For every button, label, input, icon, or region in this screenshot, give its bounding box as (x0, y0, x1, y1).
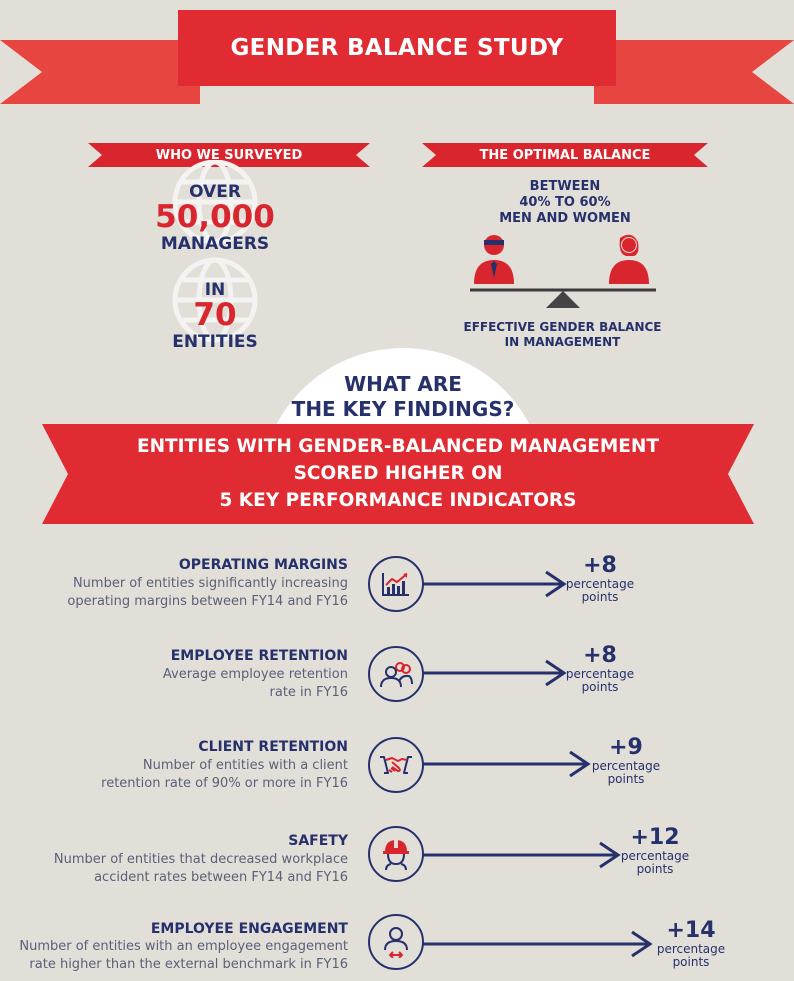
entities-label: ENTITIES (172, 332, 258, 352)
optimal-caption-line-1: EFFECTIVE GENDER BALANCE (463, 320, 662, 334)
kpi-value: +9 (609, 735, 643, 760)
kpi-description-line-1: Number of entities with an employee enga… (19, 939, 348, 954)
findings-headline-line-2: SCORED HIGHER ON (293, 463, 503, 484)
people-group-icon (380, 662, 413, 688)
kpi-description-line-2: retention rate of 90% or more in FY16 (101, 776, 348, 791)
kpi-icon-circle (368, 826, 424, 882)
optimal-line-3: MEN AND WOMEN (499, 211, 631, 226)
kpi-value: +8 (583, 553, 617, 578)
kpi-unit-line-1: percentage (620, 849, 690, 863)
handshake-icon (380, 756, 412, 774)
kpi-unit: percentage points (610, 850, 700, 876)
kpi-unit-line-1: percentage (656, 942, 726, 956)
in-label: IN (204, 280, 226, 300)
kpi-unit: percentage points (555, 578, 645, 604)
kpi-arrow (422, 841, 621, 869)
findings-headline: ENTITIES WITH GENDER-BALANCED MANAGEMENT… (70, 433, 726, 514)
chart-growth-icon (382, 573, 409, 596)
kpi-description-line-2: operating margins between FY14 and FY16 (67, 594, 348, 609)
findings-headline-line-1: ENTITIES WITH GENDER-BALANCED MANAGEMENT (136, 436, 660, 457)
surveyed-banner-text: WHO WE SURVEYED (155, 147, 303, 163)
kpi-description: Number of entities that decreased workpl… (54, 851, 348, 887)
optimal-caption-line-2: IN MANAGEMENT (504, 335, 621, 349)
hard-hat-icon (383, 840, 409, 870)
kpi-value: +14 (666, 918, 716, 943)
findings-question: WHAT ARE THE KEY FINDINGS? (260, 372, 546, 422)
woman-icon (609, 234, 649, 284)
kpi-description: Number of entities with a client retenti… (101, 757, 348, 793)
kpi-unit-line-2: points (581, 590, 619, 604)
kpi-description-line-1: Number of entities with a client (142, 758, 348, 773)
kpi-title: EMPLOYEE ENGAGEMENT (150, 921, 348, 937)
managers-label: MANAGERS (160, 234, 270, 254)
optimal-line-2: 40% TO 60% (519, 195, 611, 210)
kpi-icon-circle (368, 646, 424, 702)
kpi-unit-line-1: percentage (565, 577, 635, 591)
optimal-line-1: BETWEEN (529, 179, 601, 194)
kpi-unit-line-2: points (607, 772, 645, 786)
findings-question-line-2: THE KEY FINDINGS? (291, 397, 515, 421)
kpi-unit: percentage points (646, 943, 736, 969)
kpi-value: +12 (630, 825, 680, 850)
page-title-text: GENDER BALANCE STUDY (230, 35, 564, 61)
man-icon (474, 235, 514, 284)
kpi-title: OPERATING MARGINS (178, 557, 348, 573)
optimal-banner: THE OPTIMAL BALANCE (422, 143, 708, 167)
kpi-unit-line-1: percentage (565, 667, 635, 681)
title-ribbon-left-tail (0, 40, 200, 104)
kpi-description: Average employee retention rate in FY16 (163, 666, 348, 702)
kpi-unit: percentage points (555, 668, 645, 694)
kpi-description-line-1: Number of entities significantly increas… (72, 576, 348, 591)
kpi-unit-line-2: points (672, 955, 710, 969)
entities-count: 70 (193, 297, 237, 333)
optimal-caption: EFFECTIVE GENDER BALANCE IN MANAGEMENT (445, 320, 680, 350)
kpi-title: SAFETY (288, 833, 348, 849)
kpi-arrow (422, 659, 567, 687)
kpi-title: CLIENT RETENTION (198, 739, 348, 755)
kpi-icon-circle (368, 737, 424, 793)
kpi-arrow (422, 570, 567, 598)
kpi-arrow (422, 750, 591, 778)
kpi-description-line-2: rate higher than the external benchmark … (29, 957, 348, 972)
kpi-unit-line-2: points (581, 680, 619, 694)
kpi-description-line-1: Number of entities that decreased workpl… (53, 852, 348, 867)
page-title: GENDER BALANCE STUDY (178, 10, 616, 86)
over-label: OVER (189, 182, 241, 202)
kpi-title: EMPLOYEE RETENTION (170, 648, 348, 664)
optimal-range-text: BETWEEN 40% TO 60% MEN AND WOMEN (460, 179, 670, 227)
kpi-description: Number of entities with an employee enga… (19, 938, 348, 974)
title-ribbon-right-tail (594, 40, 794, 104)
kpi-description-line-2: accident rates between FY14 and FY16 (94, 870, 348, 885)
kpi-description: Number of entities significantly increas… (67, 575, 348, 611)
kpi-description-line-2: rate in FY16 (269, 685, 348, 700)
kpi-arrow (422, 930, 653, 958)
kpi-unit: percentage points (581, 760, 671, 786)
kpi-unit-line-2: points (636, 862, 674, 876)
kpi-icon-circle (368, 914, 424, 970)
kpi-icon-circle (368, 556, 424, 612)
kpi-unit-line-1: percentage (591, 759, 661, 773)
findings-headline-line-3: 5 KEY PERFORMANCE INDICATORS (219, 490, 577, 511)
seesaw-balance-icon (470, 234, 656, 308)
managers-count: 50,000 (155, 199, 275, 235)
optimal-banner-text: THE OPTIMAL BALANCE (479, 147, 651, 163)
findings-question-line-1: WHAT ARE (344, 372, 462, 396)
kpi-description-line-1: Average employee retention (162, 667, 348, 682)
globe-icons (172, 160, 258, 343)
engaged-person-icon (384, 927, 408, 958)
findings-banner (42, 424, 754, 524)
kpi-value: +8 (583, 643, 617, 668)
